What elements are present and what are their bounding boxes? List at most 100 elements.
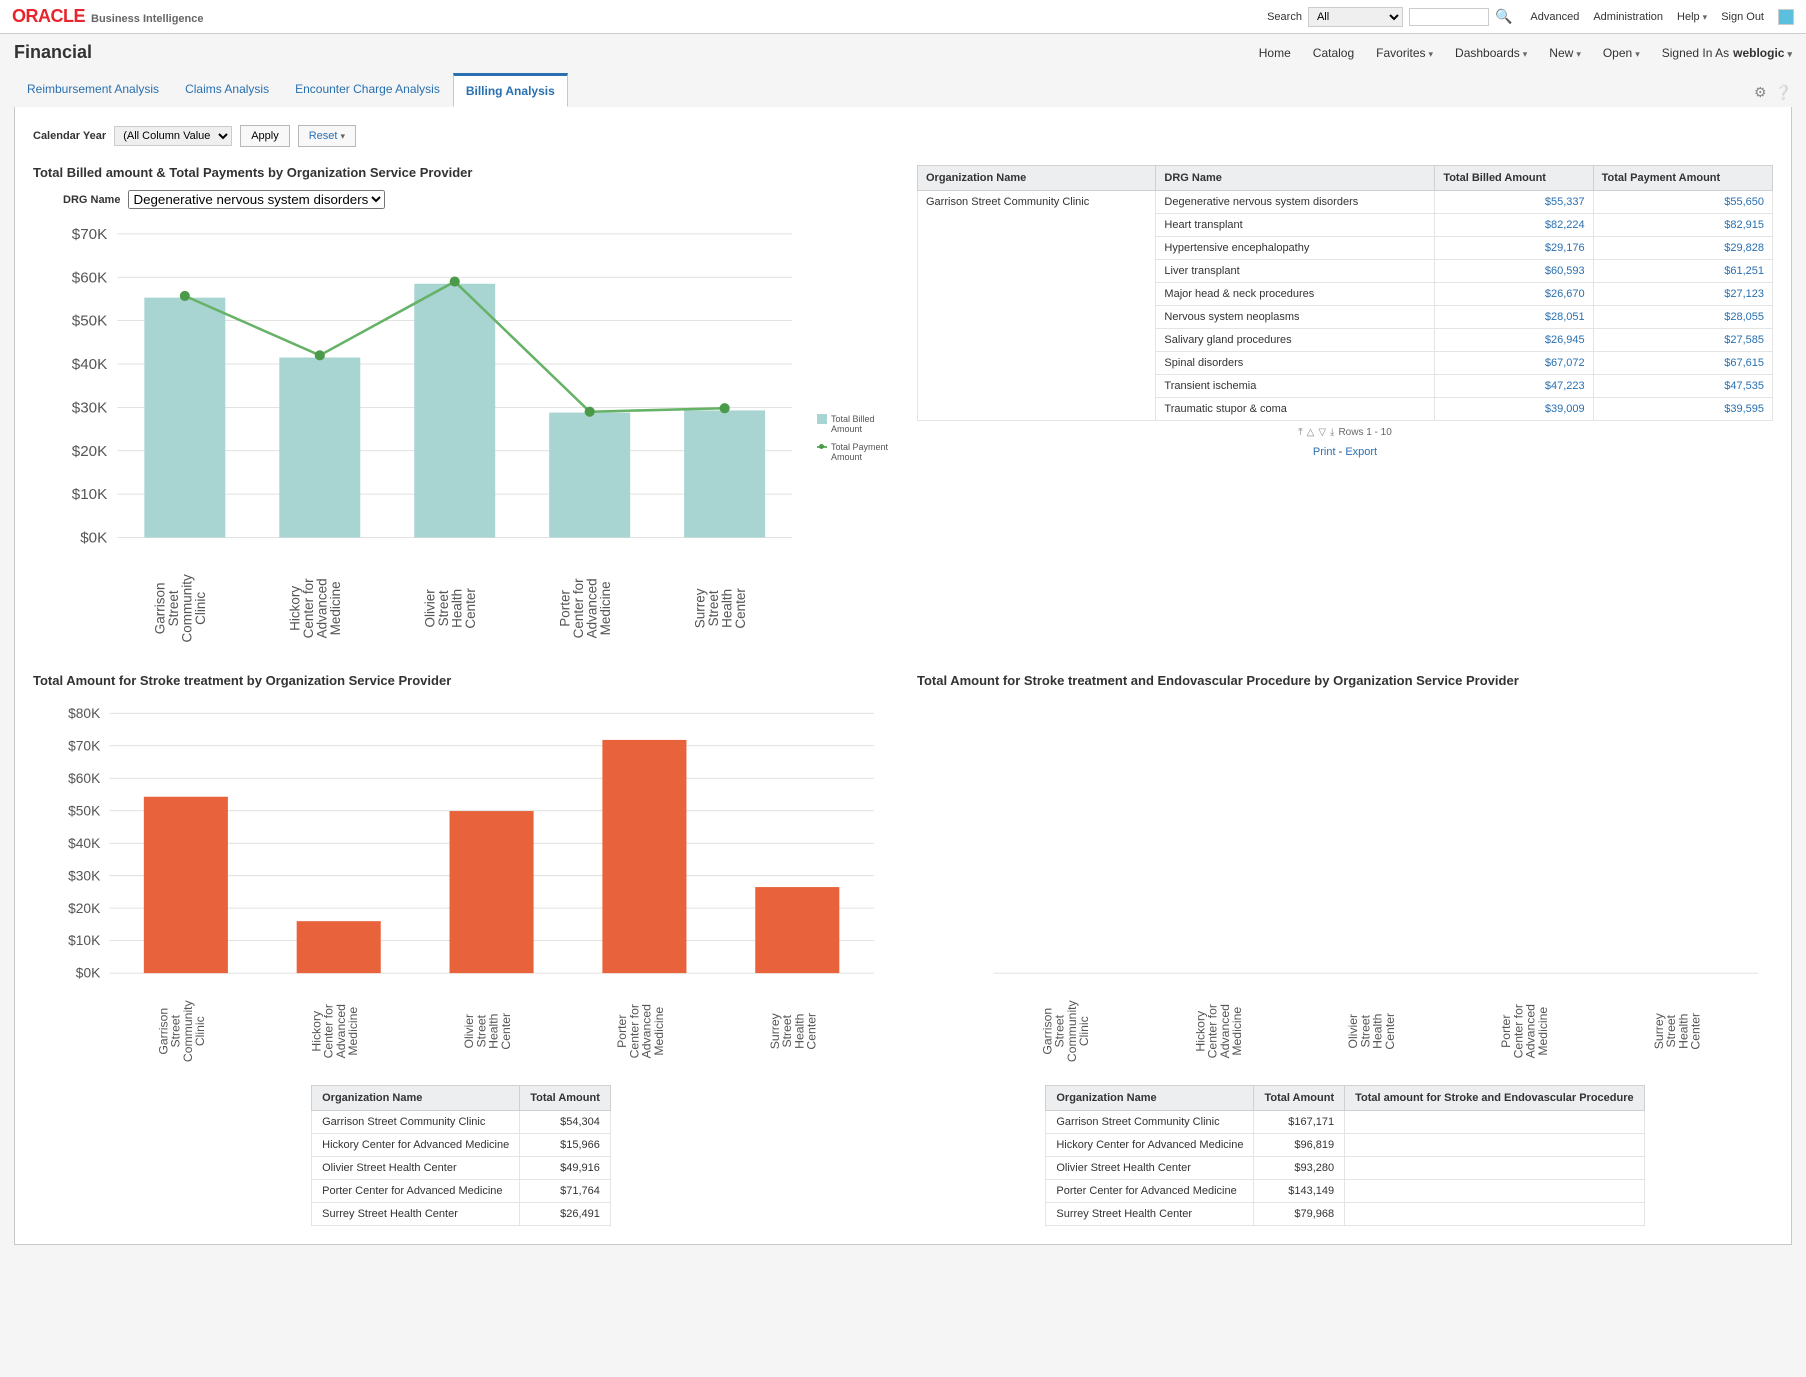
pager-first-icon[interactable]: ⤒ xyxy=(1298,427,1302,438)
svg-text:$40K: $40K xyxy=(72,356,107,373)
table-header[interactable]: Organization Name xyxy=(1046,1086,1254,1111)
tabs-row: Reimbursement AnalysisClaims AnalysisEnc… xyxy=(0,73,1806,107)
cal-year-select[interactable]: (All Column Value xyxy=(114,126,232,146)
link-help[interactable]: Help xyxy=(1677,11,1707,23)
stroke-endo-table: Organization NameTotal AmountTotal amoun… xyxy=(1045,1085,1644,1226)
table-row: Hickory Center for Advanced Medicine$96,… xyxy=(1046,1134,1644,1157)
search-area: Search All 🔍 Advanced Administration Hel… xyxy=(1267,7,1794,27)
tab-billing-analysis[interactable]: Billing Analysis xyxy=(453,73,568,107)
svg-text:$30K: $30K xyxy=(72,399,107,416)
table-header[interactable]: Total amount for Stroke and Endovascular… xyxy=(1345,1086,1645,1111)
table-row: Garrison Street Community Clinic$54,304 xyxy=(312,1111,611,1134)
svg-text:$70K: $70K xyxy=(68,738,101,753)
svg-text:OlivierStreetHealthCenter: OlivierStreetHealthCenter xyxy=(462,1012,513,1049)
nav-home[interactable]: Home xyxy=(1259,46,1291,60)
chart1-legend: Total Billed Amount Total Payment Amount xyxy=(809,217,889,659)
link-advanced[interactable]: Advanced xyxy=(1530,11,1579,23)
table-row: Garrison Street Community ClinicDegenera… xyxy=(918,191,1773,214)
content: Calendar Year (All Column Value Apply Re… xyxy=(14,107,1792,1245)
logo: ORACLE Business Intelligence xyxy=(12,6,203,27)
svg-text:HickoryCenter forAdvancedMedic: HickoryCenter forAdvancedMedicine xyxy=(1193,1003,1244,1058)
table-header[interactable]: Organization Name xyxy=(918,166,1156,191)
svg-text:OlivierStreetHealthCenter: OlivierStreetHealthCenter xyxy=(422,588,477,629)
svg-text:SurreyStreetHealthCenter: SurreyStreetHealthCenter xyxy=(768,1012,819,1049)
svg-text:PorterCenter forAdvancedMedici: PorterCenter forAdvancedMedicine xyxy=(615,1003,666,1058)
table-header[interactable]: Total Amount xyxy=(520,1086,611,1111)
tab-claims-analysis[interactable]: Claims Analysis xyxy=(172,73,282,107)
navbar: Financial Home Catalog Favorites Dashboa… xyxy=(0,34,1806,63)
link-administration[interactable]: Administration xyxy=(1593,11,1663,23)
table-header[interactable]: Total Billed Amount xyxy=(1435,166,1593,191)
svg-text:$50K: $50K xyxy=(68,803,101,818)
svg-text:PorterCenter forAdvancedMedici: PorterCenter forAdvancedMedicine xyxy=(1499,1003,1550,1058)
svg-text:GarrisonStreetCommunityClinic: GarrisonStreetCommunityClinic xyxy=(153,574,208,642)
stroke-table: Organization NameTotal AmountGarrison St… xyxy=(311,1085,611,1226)
drg-select[interactable]: Degenerative nervous system disorders xyxy=(128,190,385,209)
nav-dashboards[interactable]: Dashboards xyxy=(1455,46,1527,60)
svg-text:$20K: $20K xyxy=(72,443,107,460)
drg-table: Organization NameDRG NameTotal Billed Am… xyxy=(917,165,1773,421)
table1-pager: ⤒ △ ▽ ⤓ Rows 1 - 10 xyxy=(917,427,1773,438)
svg-text:$50K: $50K xyxy=(72,313,107,330)
chart3-title: Total Amount for Stroke treatment and En… xyxy=(917,673,1773,688)
search-icon[interactable]: 🔍 xyxy=(1495,8,1512,25)
nav-links: Home Catalog Favorites Dashboards New Op… xyxy=(1259,46,1792,60)
table-row: Porter Center for Advanced Medicine$71,7… xyxy=(312,1180,611,1203)
user-menu[interactable]: weblogic xyxy=(1733,46,1792,60)
nav-new[interactable]: New xyxy=(1549,46,1581,60)
pager-text: Rows 1 - 10 xyxy=(1338,427,1391,438)
pager-last-icon[interactable]: ⤓ xyxy=(1330,427,1334,438)
svg-text:$0K: $0K xyxy=(76,965,101,980)
apps-icon[interactable] xyxy=(1778,9,1794,25)
table-row: Surrey Street Health Center$26,491 xyxy=(312,1203,611,1226)
apply-button[interactable]: Apply xyxy=(240,125,290,147)
page-action-icons: ⚙ ❔ xyxy=(1754,84,1792,107)
table-header[interactable]: Total Amount xyxy=(1254,1086,1345,1111)
svg-text:$40K: $40K xyxy=(68,835,101,850)
brand-text: ORACLE xyxy=(12,6,85,27)
pager-down-icon[interactable]: ▽ xyxy=(1318,427,1326,438)
search-input[interactable] xyxy=(1409,8,1489,26)
topbar: ORACLE Business Intelligence Search All … xyxy=(0,0,1806,34)
nav-catalog[interactable]: Catalog xyxy=(1313,46,1354,60)
gear-icon[interactable]: ⚙ xyxy=(1754,84,1767,101)
table-row: Olivier Street Health Center$49,916 xyxy=(312,1157,611,1180)
print-export: Print - Export xyxy=(917,446,1773,458)
svg-text:$70K: $70K xyxy=(72,226,107,243)
svg-text:$60K: $60K xyxy=(72,269,107,286)
help-icon[interactable]: ❔ xyxy=(1775,84,1792,101)
table-row: Garrison Street Community Clinic$167,171 xyxy=(1046,1111,1644,1134)
nav-favorites[interactable]: Favorites xyxy=(1376,46,1433,60)
table-row: Hickory Center for Advanced Medicine$15,… xyxy=(312,1134,611,1157)
table-row: Surrey Street Health Center$79,968 xyxy=(1046,1203,1644,1226)
svg-text:$10K: $10K xyxy=(72,486,107,503)
svg-text:SurreyStreetHealthCenter: SurreyStreetHealthCenter xyxy=(692,588,747,629)
search-scope-select[interactable]: All xyxy=(1308,7,1403,27)
search-label: Search xyxy=(1267,11,1302,23)
print-link[interactable]: Print xyxy=(1313,446,1336,458)
table-header[interactable]: DRG Name xyxy=(1156,166,1435,191)
link-signout[interactable]: Sign Out xyxy=(1721,11,1764,23)
pager-up-icon[interactable]: △ xyxy=(1307,427,1315,438)
svg-text:$80K: $80K xyxy=(68,705,101,720)
export-link[interactable]: Export xyxy=(1345,446,1377,458)
tab-encounter-charge-analysis[interactable]: Encounter Charge Analysis xyxy=(282,73,453,107)
chart2-title: Total Amount for Stroke treatment by Org… xyxy=(33,673,889,688)
svg-text:GarrisonStreetCommunityClinic: GarrisonStreetCommunityClinic xyxy=(1041,999,1092,1062)
table-row: Olivier Street Health Center$93,280 xyxy=(1046,1157,1644,1180)
svg-text:$60K: $60K xyxy=(68,770,101,785)
reset-button[interactable]: Reset xyxy=(298,125,356,147)
table-header[interactable]: Organization Name xyxy=(312,1086,520,1111)
svg-text:$20K: $20K xyxy=(68,900,101,915)
filter-row: Calendar Year (All Column Value Apply Re… xyxy=(33,125,1773,147)
nav-open[interactable]: Open xyxy=(1603,46,1640,60)
tab-reimbursement-analysis[interactable]: Reimbursement Analysis xyxy=(14,73,172,107)
svg-text:SurreyStreetHealthCenter: SurreyStreetHealthCenter xyxy=(1652,1012,1703,1049)
svg-text:$30K: $30K xyxy=(68,868,101,883)
svg-text:OlivierStreetHealthCenter: OlivierStreetHealthCenter xyxy=(1346,1012,1397,1049)
drg-label: DRG Name xyxy=(63,194,120,206)
brand-subtitle: Business Intelligence xyxy=(91,13,203,25)
panel-chart2: Total Amount for Stroke treatment by Org… xyxy=(33,673,889,1227)
chart1-svg: $0K$10K$20K$30K$40K$50K$60K$70KGarrisonS… xyxy=(33,217,809,656)
table-header[interactable]: Total Payment Amount xyxy=(1593,166,1772,191)
